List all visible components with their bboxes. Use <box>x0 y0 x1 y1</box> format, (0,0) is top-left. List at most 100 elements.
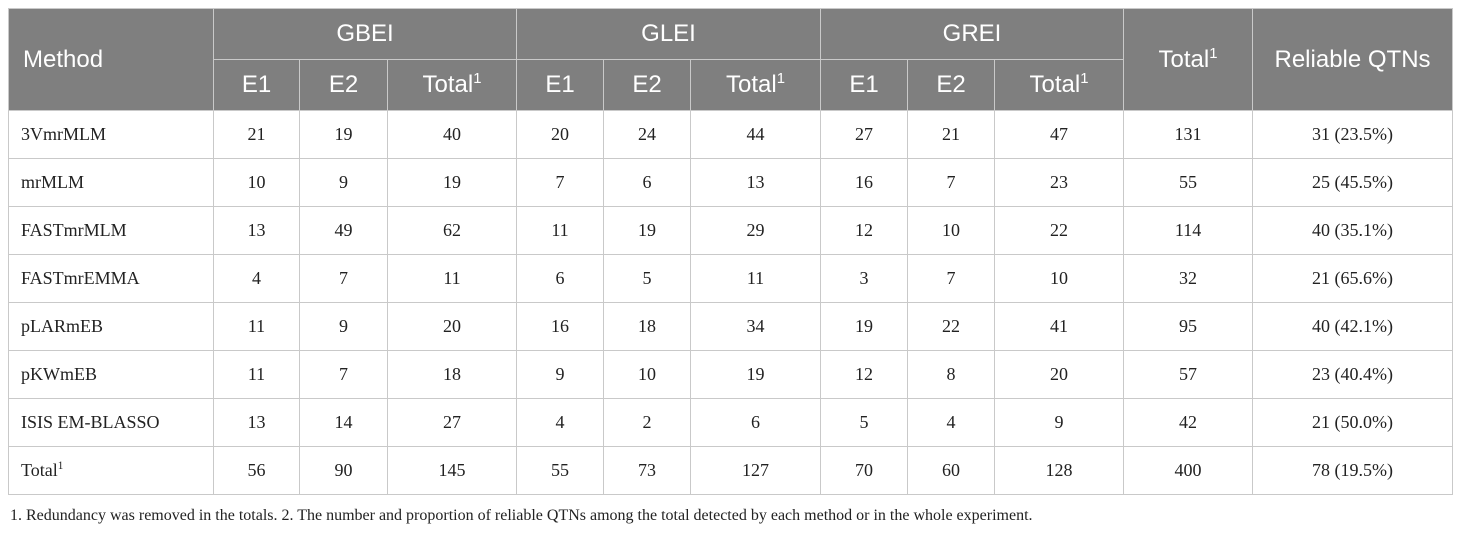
value-cell: 40 (35.1%) <box>1252 206 1454 255</box>
value-cell: 13 <box>689 158 822 207</box>
value-cell: 4 <box>907 398 996 447</box>
value-cell: 16 <box>516 302 604 351</box>
method-name: 3VmrMLM <box>21 124 106 144</box>
value-cell: 9 <box>299 158 388 207</box>
value-cell: 23 (40.4%) <box>1252 350 1454 399</box>
value-cell: 70 <box>820 446 909 495</box>
header-total-sup: 1 <box>1209 45 1218 62</box>
method-name: ISIS EM-BLASSO <box>21 412 160 432</box>
value-cell: 27 <box>820 110 909 159</box>
header-glei-total: Total1 <box>689 59 822 111</box>
value-cell: 20 <box>994 350 1125 399</box>
header-glei-total-label: Total <box>726 71 777 98</box>
header-grei-total: Total1 <box>994 59 1125 111</box>
method-cell: mrMLM <box>8 158 214 207</box>
table-row: pKWmEB 11 7 18 9 10 19 12 8 20 57 23 (40.4%) <box>8 350 1454 399</box>
value-cell: 400 <box>1123 446 1254 495</box>
value-cell: 21 (50.0%) <box>1252 398 1454 447</box>
method-name: FASTmrEMMA <box>21 268 140 288</box>
header-glei-e1: E1 <box>516 59 604 111</box>
value-cell: 40 (42.1%) <box>1252 302 1454 351</box>
value-cell: 7 <box>299 254 388 303</box>
table-row: mrMLM 10 9 19 7 6 13 16 7 23 55 25 (45.5%) <box>8 158 1454 207</box>
value-cell: 13 <box>213 206 300 255</box>
header-gbei-e1: E1 <box>213 59 300 111</box>
value-cell: 11 <box>516 206 604 255</box>
value-cell: 9 <box>299 302 388 351</box>
value-cell: 47 <box>994 110 1125 159</box>
value-cell: 6 <box>516 254 604 303</box>
value-cell: 55 <box>1123 158 1254 207</box>
header-grei-e2: E2 <box>907 59 996 111</box>
value-cell: 62 <box>387 206 517 255</box>
value-cell: 145 <box>387 446 517 495</box>
value-cell: 22 <box>907 302 996 351</box>
header-method: Method <box>8 8 214 111</box>
results-table: Method GBEI GLEI GREI Total1 Reliable QT… <box>8 8 1454 495</box>
value-cell: 2 <box>603 398 691 447</box>
value-cell: 11 <box>689 254 822 303</box>
value-cell: 19 <box>603 206 691 255</box>
value-cell: 49 <box>299 206 388 255</box>
value-cell: 3 <box>820 254 909 303</box>
value-cell: 32 <box>1123 254 1254 303</box>
method-name: FASTmrMLM <box>21 220 127 240</box>
header-grei-total-label: Total <box>1029 71 1081 98</box>
value-cell: 114 <box>1123 206 1254 255</box>
value-cell: 4 <box>213 254 300 303</box>
value-cell: 19 <box>820 302 909 351</box>
method-cell: ISIS EM-BLASSO <box>8 398 214 447</box>
value-cell: 11 <box>213 350 300 399</box>
table-body: 3VmrMLM 21 19 40 20 24 44 27 21 47 131 31 (23.5%) mr… <box>8 110 1454 495</box>
value-cell: 11 <box>213 302 300 351</box>
value-cell: 18 <box>387 350 517 399</box>
value-cell: 19 <box>299 110 388 159</box>
value-cell: 24 <box>603 110 691 159</box>
value-cell: 57 <box>1123 350 1254 399</box>
value-cell: 27 <box>387 398 517 447</box>
value-cell: 34 <box>689 302 822 351</box>
table-row: Total1 56 90 145 55 73 127 70 60 128 400 78 (19.5%) <box>8 446 1454 495</box>
header-gbei-total-sup: 1 <box>473 71 482 87</box>
header-group-gbei: GBEI <box>213 8 517 60</box>
header-gbei-total-label: Total <box>422 71 474 98</box>
value-cell: 95 <box>1123 302 1254 351</box>
value-cell: 13 <box>213 398 300 447</box>
method-cell: pKWmEB <box>8 350 214 399</box>
value-cell: 5 <box>820 398 909 447</box>
value-cell: 7 <box>516 158 604 207</box>
value-cell: 6 <box>603 158 691 207</box>
value-cell: 127 <box>689 446 822 495</box>
value-cell: 78 (19.5%) <box>1252 446 1454 495</box>
value-cell: 4 <box>516 398 604 447</box>
header-group-grei: GREI <box>820 8 1125 60</box>
value-cell: 9 <box>994 398 1125 447</box>
value-cell: 56 <box>213 446 300 495</box>
value-cell: 40 <box>387 110 517 159</box>
header-glei-e2: E2 <box>603 59 691 111</box>
method-cell: Total1 <box>8 446 214 495</box>
value-cell: 21 <box>213 110 300 159</box>
method-cell: pLARmEB <box>8 302 214 351</box>
method-cell: FASTmrMLM <box>8 206 214 255</box>
value-cell: 7 <box>907 254 996 303</box>
value-cell: 20 <box>387 302 517 351</box>
value-cell: 131 <box>1123 110 1254 159</box>
value-cell: 44 <box>689 110 822 159</box>
header-total-label: Total <box>1158 45 1210 73</box>
header-gbei-e2: E2 <box>299 59 388 111</box>
value-cell: 29 <box>689 206 822 255</box>
value-cell: 31 (23.5%) <box>1252 110 1454 159</box>
value-cell: 21 <box>907 110 996 159</box>
value-cell: 128 <box>994 446 1125 495</box>
value-cell: 12 <box>820 350 909 399</box>
value-cell: 42 <box>1123 398 1254 447</box>
method-cell: FASTmrEMMA <box>8 254 214 303</box>
value-cell: 10 <box>907 206 996 255</box>
header-reliable-qtns: Reliable QTNs <box>1252 8 1454 111</box>
value-cell: 16 <box>820 158 909 207</box>
header-glei-total-sup: 1 <box>776 71 785 87</box>
method-name: pLARmEB <box>21 316 104 336</box>
value-cell: 12 <box>820 206 909 255</box>
table-row: ISIS EM-BLASSO 13 14 27 4 2 6 5 4 9 42 21 (50.0%) <box>8 398 1454 447</box>
